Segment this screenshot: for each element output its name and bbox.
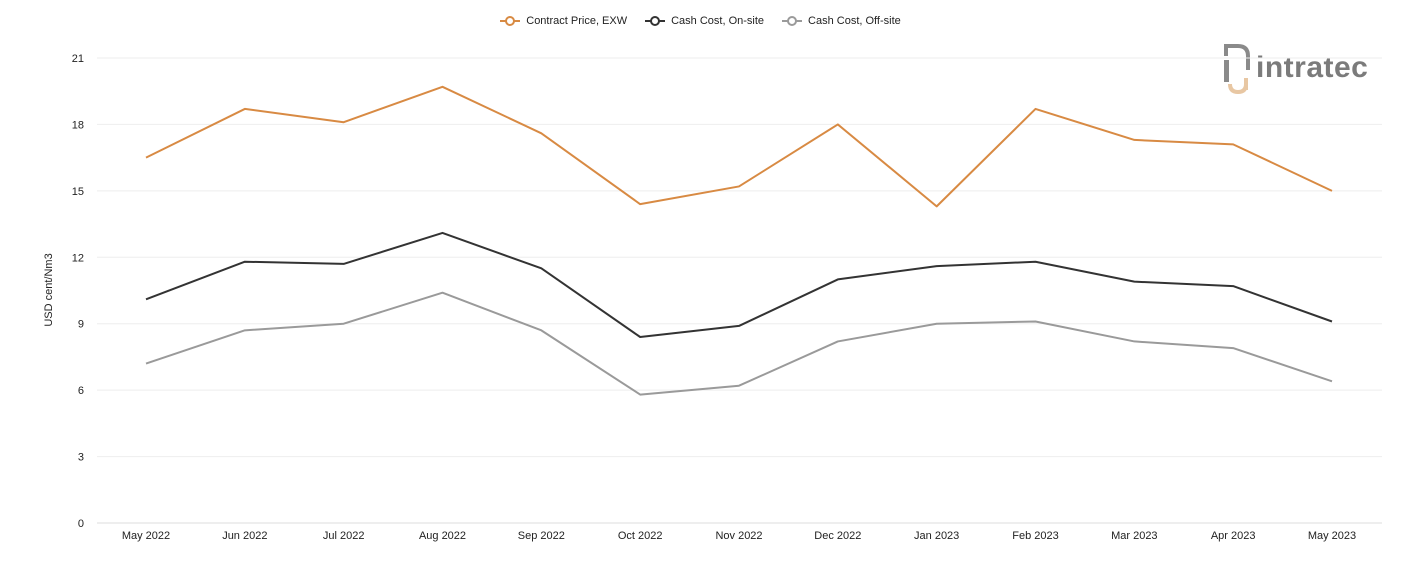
x-tick-label: Dec 2022 xyxy=(814,530,861,542)
x-tick-label: May 2022 xyxy=(122,530,170,542)
x-tick-label: Sep 2022 xyxy=(518,530,565,542)
x-tick-label: May 2023 xyxy=(1308,530,1356,542)
y-tick-label: 9 xyxy=(78,319,84,331)
y-tick-label: 18 xyxy=(72,119,84,131)
series-line-cash-cost-onsite[interactable] xyxy=(145,231,1333,338)
legend-swatch-cash-cost-onsite xyxy=(645,16,666,26)
x-tick-label: Mar 2023 xyxy=(1111,530,1157,542)
legend-label-contract-price: Contract Price, EXW xyxy=(526,15,628,27)
x-tick-label: Nov 2022 xyxy=(715,530,762,542)
legend-label-cash-cost-onsite: Cash Cost, On-site xyxy=(671,15,765,27)
y-tick-label: 3 xyxy=(78,452,84,464)
x-tick-label: Feb 2023 xyxy=(1012,530,1058,542)
y-tick-label: 21 xyxy=(72,53,84,65)
legend-item-cash-cost-offsite[interactable]: Cash Cost, Off-site xyxy=(782,15,901,27)
y-axis-label: USD cent/Nm3 xyxy=(43,253,55,326)
grid-lines xyxy=(97,57,1382,524)
x-tick-label: Aug 2022 xyxy=(419,530,466,542)
y-tick-label: 15 xyxy=(72,186,84,198)
series-lines xyxy=(145,85,1333,396)
y-tick-label: 12 xyxy=(72,252,84,264)
legend-label-cash-cost-offsite: Cash Cost, Off-site xyxy=(808,15,901,27)
x-tick-label: Apr 2023 xyxy=(1211,530,1256,542)
y-tick-label: 0 xyxy=(78,518,84,530)
x-tick-label: Oct 2022 xyxy=(618,530,663,542)
legend: Contract Price, EXW Cash Cost, On-site C… xyxy=(0,15,1401,27)
x-axis: May 2022 Jun 2022 Jul 2022 Aug 2022 Sep 2022… xyxy=(122,530,1356,542)
x-tick-label: Jan 2023 xyxy=(914,530,959,542)
x-tick-label: Jul 2022 xyxy=(323,530,365,542)
y-axis: 0 3 6 9 12 15 18 21 xyxy=(72,53,84,530)
y-tick-label: 6 xyxy=(78,385,84,397)
legend-item-cash-cost-onsite[interactable]: Cash Cost, On-site xyxy=(645,15,764,27)
x-tick-label: Jun 2022 xyxy=(222,530,267,542)
series-line-cash-cost-offsite[interactable] xyxy=(145,291,1333,396)
legend-swatch-cash-cost-offsite xyxy=(782,16,803,26)
legend-item-contract-price[interactable]: Contract Price, EXW xyxy=(500,15,627,27)
logo-mark-icon xyxy=(1224,44,1250,94)
brand-logo: intratec xyxy=(1222,42,1368,94)
logo-text: intratec xyxy=(1256,51,1369,84)
legend-swatch-contract-price xyxy=(500,16,521,26)
series-line-contract-price[interactable] xyxy=(145,85,1333,208)
